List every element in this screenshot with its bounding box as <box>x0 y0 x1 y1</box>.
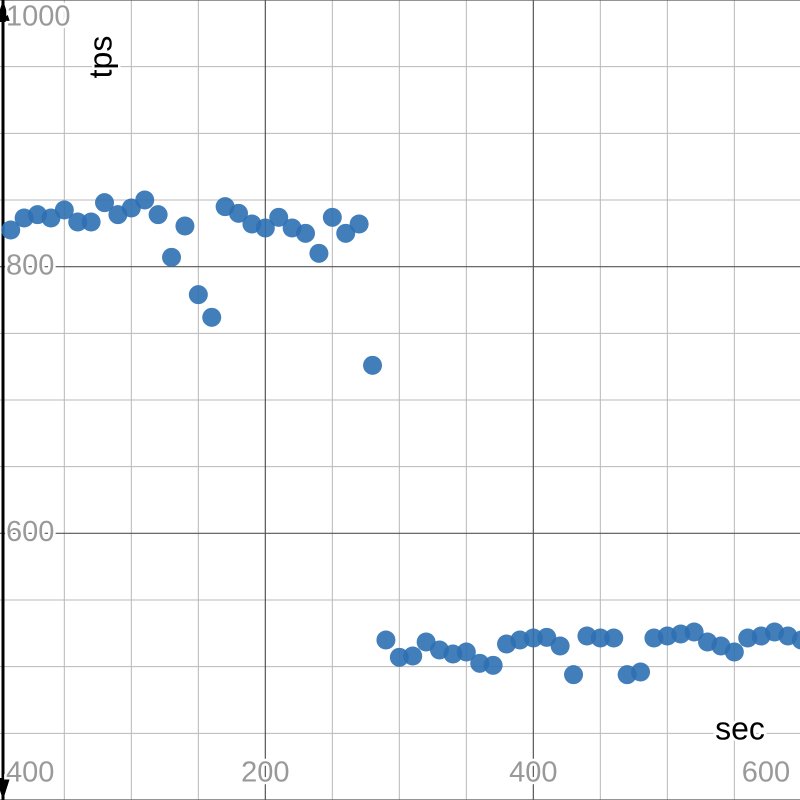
point <box>296 223 316 243</box>
y-axis-arrow <box>0 778 10 800</box>
axes <box>0 0 10 800</box>
point <box>322 207 342 227</box>
x-tick-label: 200 <box>241 757 289 789</box>
point <box>68 212 88 232</box>
point <box>148 205 168 225</box>
point <box>202 307 222 327</box>
point <box>135 190 155 210</box>
labels: sec tps 200 400 600 400 600 800 1000 <box>4 0 793 791</box>
y-tick-label: 1000 <box>6 1 71 33</box>
point <box>590 628 610 648</box>
points <box>1 190 800 685</box>
point <box>523 628 543 648</box>
point <box>363 355 383 375</box>
point <box>456 642 476 662</box>
point <box>483 655 503 675</box>
y-axis-arrow <box>0 0 10 22</box>
point <box>188 285 208 305</box>
point <box>791 630 800 650</box>
point <box>175 216 195 236</box>
point <box>564 665 584 685</box>
x-tick-label: 600 <box>742 757 790 789</box>
point <box>604 628 624 648</box>
point <box>376 630 396 650</box>
point <box>269 207 289 227</box>
point <box>95 193 115 213</box>
point <box>684 622 704 642</box>
x-axis-label: sec <box>715 710 765 746</box>
point <box>255 218 275 238</box>
point <box>403 646 423 666</box>
point <box>309 243 329 263</box>
point <box>81 212 101 232</box>
point <box>631 662 651 682</box>
point <box>229 203 249 223</box>
point <box>54 200 74 220</box>
y-tick-label: 400 <box>6 757 54 789</box>
point <box>336 223 356 243</box>
point <box>349 214 369 234</box>
point <box>724 642 744 662</box>
y-axis-label: tps <box>82 36 118 79</box>
point <box>1 220 21 240</box>
point <box>162 247 182 267</box>
y-tick-label: 600 <box>6 516 54 548</box>
y-tick-label: 800 <box>6 249 54 281</box>
point <box>550 636 570 656</box>
x-tick-label: 400 <box>509 757 557 789</box>
